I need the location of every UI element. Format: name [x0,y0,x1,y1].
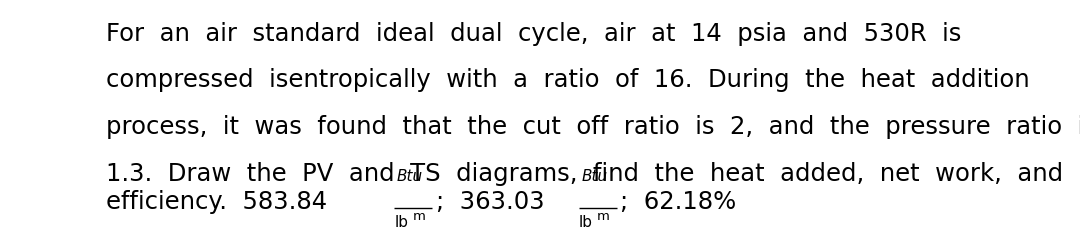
Text: Btu: Btu [396,169,422,184]
Text: For  an  air  standard  ideal  dual  cycle,  air  at  14  psia  and  530R  is: For an air standard ideal dual cycle, ai… [106,22,961,46]
Text: ;  62.18%: ; 62.18% [620,190,737,214]
Text: process,  it  was  found  that  the  cut  off  ratio  is  2,  and  the  pressure: process, it was found that the cut off r… [106,115,1080,139]
Text: m: m [413,210,426,223]
Text: m: m [597,210,610,223]
Text: compressed  isentropically  with  a  ratio  of  16.  During  the  heat  addition: compressed isentropically with a ratio o… [106,68,1029,92]
Text: ;  363.03: ; 363.03 [435,190,544,214]
Text: lb: lb [394,215,408,230]
Text: 1.3.  Draw  the  PV  and  TS  diagrams,  find  the  heat  added,  net  work,  an: 1.3. Draw the PV and TS diagrams, find t… [106,162,1063,186]
Text: efficiency.  583.84: efficiency. 583.84 [106,190,327,214]
Text: lb: lb [579,215,593,230]
Text: Btu: Btu [581,169,607,184]
